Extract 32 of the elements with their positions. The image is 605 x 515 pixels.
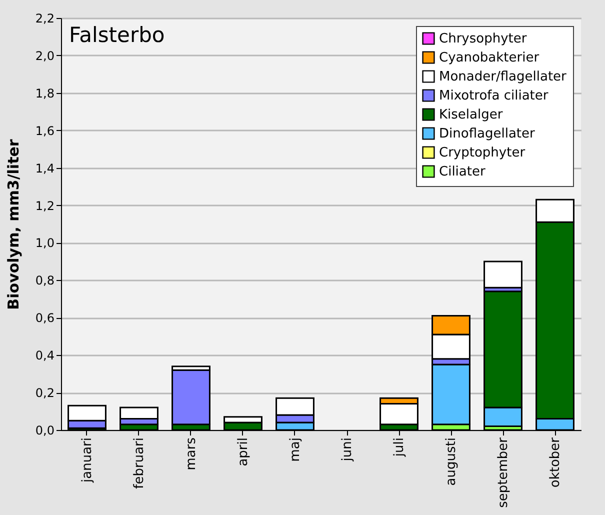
x-tick-label: februari [132,438,147,489]
legend-label: Dinoflagellater [439,126,536,142]
y-tick-label: 2,2 [35,12,54,26]
y-tick-label: 0,2 [35,386,54,400]
x-tick-label: juli [392,438,407,458]
x-tick-label: mars [184,437,199,470]
y-axis-title: Biovolym, mm3/liter [4,138,22,310]
legend-label: Chrysophyter [439,32,528,46]
y-tick-label: 0,0 [35,424,54,438]
chart-title: Falsterbo [69,23,165,47]
x-tick-label: april [236,438,251,466]
x-tick-label: september [496,436,511,508]
legend-label: Cyanobakterier [439,50,540,66]
y-tick-label: 0,6 [35,311,54,326]
x-tick-label: augusti [444,438,459,486]
legend-label: Monader/flagellater [439,70,568,84]
x-tick-label: juni [340,438,355,462]
y-tick-label: 0,8 [35,274,54,288]
x-tick-label: oktober [548,436,563,488]
y-tick-label: 1,0 [35,236,54,250]
y-tick-label: 1,6 [35,124,54,138]
y-tick-label: 2,0 [35,48,54,63]
legend-label: Kiselalger [439,108,504,122]
x-tick-label: januari [80,438,95,484]
y-tick-label: 1,8 [35,86,54,100]
y-tick-label: 0,4 [35,348,54,363]
legend-label: Cryptophyter [439,146,526,160]
legend-label: Mixotrofa ciliater [439,88,549,104]
x-tick-label: maj [288,438,303,462]
y-tick-label: 1,2 [35,198,54,213]
legend-label: Ciliater [439,164,486,180]
y-tick-label: 1,4 [35,161,54,176]
